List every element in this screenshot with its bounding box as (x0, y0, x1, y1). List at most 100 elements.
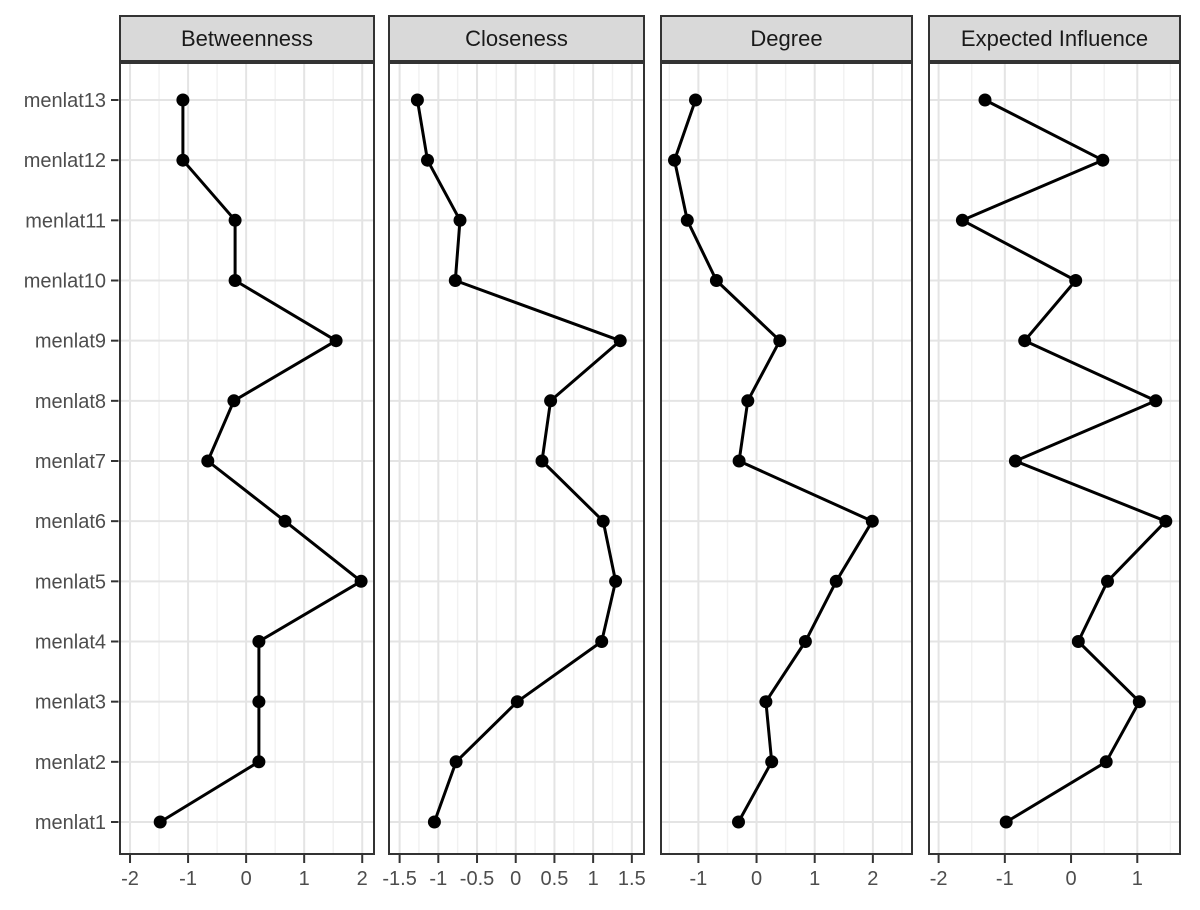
x-tick-label: -1 (429, 868, 447, 890)
facet-strip-betweenness: Betweenness (119, 15, 375, 62)
y-axis: menlat13 menlat12 menlat11 menlat10 menlat9 m… (24, 90, 119, 834)
data-point (1018, 334, 1032, 348)
data-point (689, 93, 702, 107)
facet-strip-closeness: Closeness (388, 15, 645, 62)
x-tick-label: 0.5 (541, 868, 569, 890)
data-point (176, 93, 190, 107)
x-tick-label: 0 (751, 868, 762, 890)
data-point (448, 274, 462, 287)
data-point (278, 514, 292, 528)
data-point (227, 394, 241, 408)
y-axis-label: menlat8 (35, 391, 106, 413)
facet-title: Expected Influence (960, 25, 1149, 51)
data-point (252, 755, 266, 769)
data-point (1071, 635, 1085, 648)
data-point (228, 274, 242, 287)
y-axis-label: menlat10 (24, 271, 106, 293)
x-tick-label: 1 (588, 868, 599, 890)
data-point (732, 815, 745, 829)
x-tick-label: -1 (179, 868, 197, 890)
facet-title: Betweenness (180, 25, 314, 51)
data-point (765, 755, 779, 769)
x-tick-label: -1 (996, 868, 1014, 890)
x-tick-label: 0 (510, 868, 521, 890)
data-point (773, 334, 787, 348)
x-tick-label: 2 (357, 868, 368, 890)
x-tick-label: 1 (299, 868, 310, 890)
data-point (609, 574, 623, 588)
data-point (544, 394, 558, 408)
y-axis-label: menlat11 (25, 210, 106, 232)
facet-panel-closeness: -1.5 -1 -0.5 0 0.5 1 1.5 (382, 62, 646, 890)
data-point (709, 274, 723, 287)
data-point (1159, 514, 1173, 528)
y-axis-label: menlat3 (35, 692, 106, 714)
data-point (535, 454, 549, 468)
facet-strip-degree: Degree (660, 15, 913, 62)
data-point (759, 695, 773, 709)
facet-title: Degree (750, 25, 823, 51)
panel-border (388, 62, 645, 855)
panel-border (119, 62, 375, 855)
data-point (680, 213, 694, 227)
data-point (978, 93, 992, 107)
facet-panel-degree: -1 0 1 2 (660, 62, 913, 890)
x-tick-label: -1.5 (382, 868, 416, 890)
x-tick-label: 1 (809, 868, 820, 890)
y-axis-label: menlat9 (35, 331, 106, 353)
y-axis-label: menlat7 (35, 451, 106, 473)
facet-title: Closeness (465, 25, 568, 51)
data-point (1101, 574, 1114, 588)
data-point (201, 454, 215, 468)
data-point (829, 574, 843, 588)
data-point (1099, 755, 1113, 769)
data-point (1096, 153, 1110, 167)
y-axis-label: menlat6 (35, 511, 106, 533)
data-point (955, 213, 969, 227)
data-point (453, 213, 467, 227)
data-point (1069, 274, 1083, 287)
panel-border (660, 62, 913, 855)
x-tick-label: -2 (930, 868, 948, 890)
facet-panel-expected-influence: -2 -1 0 1 (928, 62, 1181, 890)
x-tick-label: 1.5 (618, 868, 646, 890)
data-point (510, 695, 524, 709)
data-point (798, 635, 812, 648)
data-point (613, 334, 627, 348)
data-point (421, 153, 434, 167)
data-point (449, 755, 463, 769)
data-point (1149, 394, 1163, 408)
x-tick-label: -1 (689, 868, 707, 890)
data-point (1132, 695, 1146, 709)
data-point (668, 153, 681, 167)
y-axis-label: menlat2 (35, 752, 106, 774)
data-point (252, 695, 266, 709)
x-tick-label: -0.5 (460, 868, 494, 890)
data-point (1008, 454, 1022, 468)
data-point (427, 815, 441, 829)
y-axis-label: menlat5 (35, 571, 106, 593)
data-point (595, 635, 609, 648)
x-tick-label: 0 (1065, 868, 1076, 890)
x-tick-label: 1 (1132, 868, 1143, 890)
data-point (865, 514, 879, 528)
x-tick-label: 0 (241, 868, 252, 890)
facet-strip-expected-influence: Expected Influence (928, 15, 1181, 62)
data-point (228, 213, 242, 227)
x-tick-label: -2 (121, 868, 139, 890)
facet-panel-betweenness: -2 -1 0 1 2 (119, 62, 375, 890)
data-point (176, 153, 190, 167)
data-point (354, 574, 368, 588)
data-point (252, 635, 266, 648)
data-point (999, 815, 1013, 829)
y-axis-label: menlat13 (24, 90, 106, 112)
y-axis-label: menlat1 (35, 812, 106, 834)
y-axis-label: menlat12 (24, 150, 106, 172)
data-point (153, 815, 167, 829)
data-point (741, 394, 755, 408)
data-point (329, 334, 343, 348)
data-point (732, 454, 746, 468)
y-axis-label: menlat4 (35, 632, 106, 654)
panel-border (928, 62, 1181, 855)
